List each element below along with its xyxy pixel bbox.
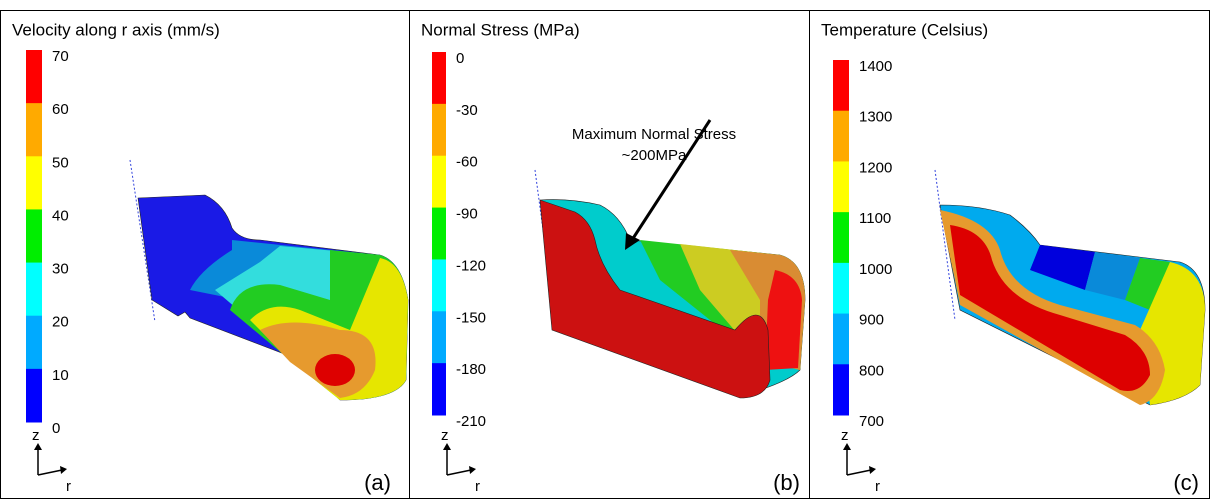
colorbar-tick: 800	[859, 362, 884, 379]
colorbar-band	[432, 259, 446, 312]
arrowhead	[843, 443, 851, 450]
axis-z-label: z	[441, 427, 449, 444]
panel-title: Temperature (Celsius)	[821, 20, 988, 39]
axis-r-label: r	[475, 478, 480, 495]
colorbar-band	[26, 315, 42, 370]
region	[260, 322, 376, 398]
colorbar-band	[432, 311, 446, 364]
colorbar-tick: -30	[456, 102, 478, 119]
colorbar-tick: 20	[52, 314, 69, 331]
colorbar-tick: 900	[859, 312, 884, 329]
colorbar-band	[26, 368, 42, 423]
colorbar-tick: 70	[52, 48, 69, 65]
axis-line	[534, 169, 556, 321]
colorbar-tick: -210	[456, 413, 486, 430]
colorbar-tick: 60	[52, 101, 69, 118]
colorbar-tick: 1000	[859, 261, 892, 278]
panel-label: (a)	[364, 470, 391, 495]
colorbar-tick: -90	[456, 206, 478, 223]
region	[1030, 245, 1095, 290]
colorbar-tick: 1200	[859, 159, 892, 176]
annotation: ~200MPa	[622, 147, 687, 164]
panel-title: Normal Stress (MPa)	[421, 20, 580, 39]
colorbar-tick: 1300	[859, 109, 892, 126]
axis-line	[934, 169, 956, 321]
colorbar-band	[833, 364, 849, 416]
colorbar-tick: 0	[52, 420, 60, 437]
axis-r	[846, 469, 872, 476]
colorbar-tick: 30	[52, 261, 69, 278]
axis-r-label: r	[66, 478, 71, 495]
arrowhead	[443, 443, 451, 450]
panel-title: Velocity along r axis (mm/s)	[12, 20, 220, 39]
model-b	[534, 119, 806, 399]
colorbar-band	[432, 103, 446, 157]
colorbar-tick: 1400	[859, 58, 892, 75]
axis-r	[37, 469, 63, 476]
panel-label: (c)	[1173, 470, 1199, 495]
colorbar-tick: 700	[859, 413, 884, 430]
colorbar-band	[833, 161, 849, 213]
colorbar-band	[26, 103, 42, 157]
colorbar-band	[432, 207, 446, 260]
colorbar-tick: -120	[456, 257, 486, 274]
colorbar-band	[432, 155, 446, 209]
colorbar-band	[833, 110, 849, 162]
annotation: Maximum Normal Stress	[572, 126, 736, 143]
axis-z-label: z	[841, 427, 849, 444]
model-c	[934, 169, 1206, 406]
colorbar-band	[833, 313, 849, 365]
region	[1085, 252, 1140, 300]
colorbar-band	[833, 212, 849, 264]
arrowhead	[625, 233, 640, 250]
region	[950, 225, 1150, 391]
colorbar-band	[26, 50, 42, 104]
colorbar-tick: 1100	[859, 210, 891, 227]
colorbar-tick: 0	[456, 50, 464, 67]
region	[765, 270, 802, 370]
panel-label: (b)	[773, 470, 800, 495]
model-a	[129, 159, 409, 401]
colorbar-tick: -60	[456, 154, 478, 171]
arrowhead	[469, 466, 476, 474]
colorbar-band	[26, 262, 42, 317]
colorbar-band	[833, 262, 849, 315]
region	[539, 199, 771, 399]
axis-r-label: r	[875, 478, 880, 495]
axis-z-label: z	[32, 427, 40, 444]
region	[1125, 258, 1170, 310]
arrowhead	[34, 443, 42, 450]
colorbar-tick: -150	[456, 309, 486, 326]
colorbar-band	[833, 60, 849, 112]
colorbar-tick: 50	[52, 154, 69, 171]
colorbar-band	[432, 363, 446, 416]
annotation-arrow	[628, 119, 712, 244]
colorbar-band	[26, 209, 42, 264]
colorbar-band	[432, 52, 446, 105]
region	[315, 354, 355, 386]
arrowhead	[869, 466, 876, 474]
arrowhead	[60, 466, 67, 474]
axis-line	[129, 159, 156, 323]
colorbar-tick: 40	[52, 207, 69, 224]
colorbar-tick: -180	[456, 361, 486, 378]
colorbar-tick: 10	[52, 367, 69, 384]
colorbar-band	[26, 156, 42, 210]
axis-r	[446, 469, 472, 476]
